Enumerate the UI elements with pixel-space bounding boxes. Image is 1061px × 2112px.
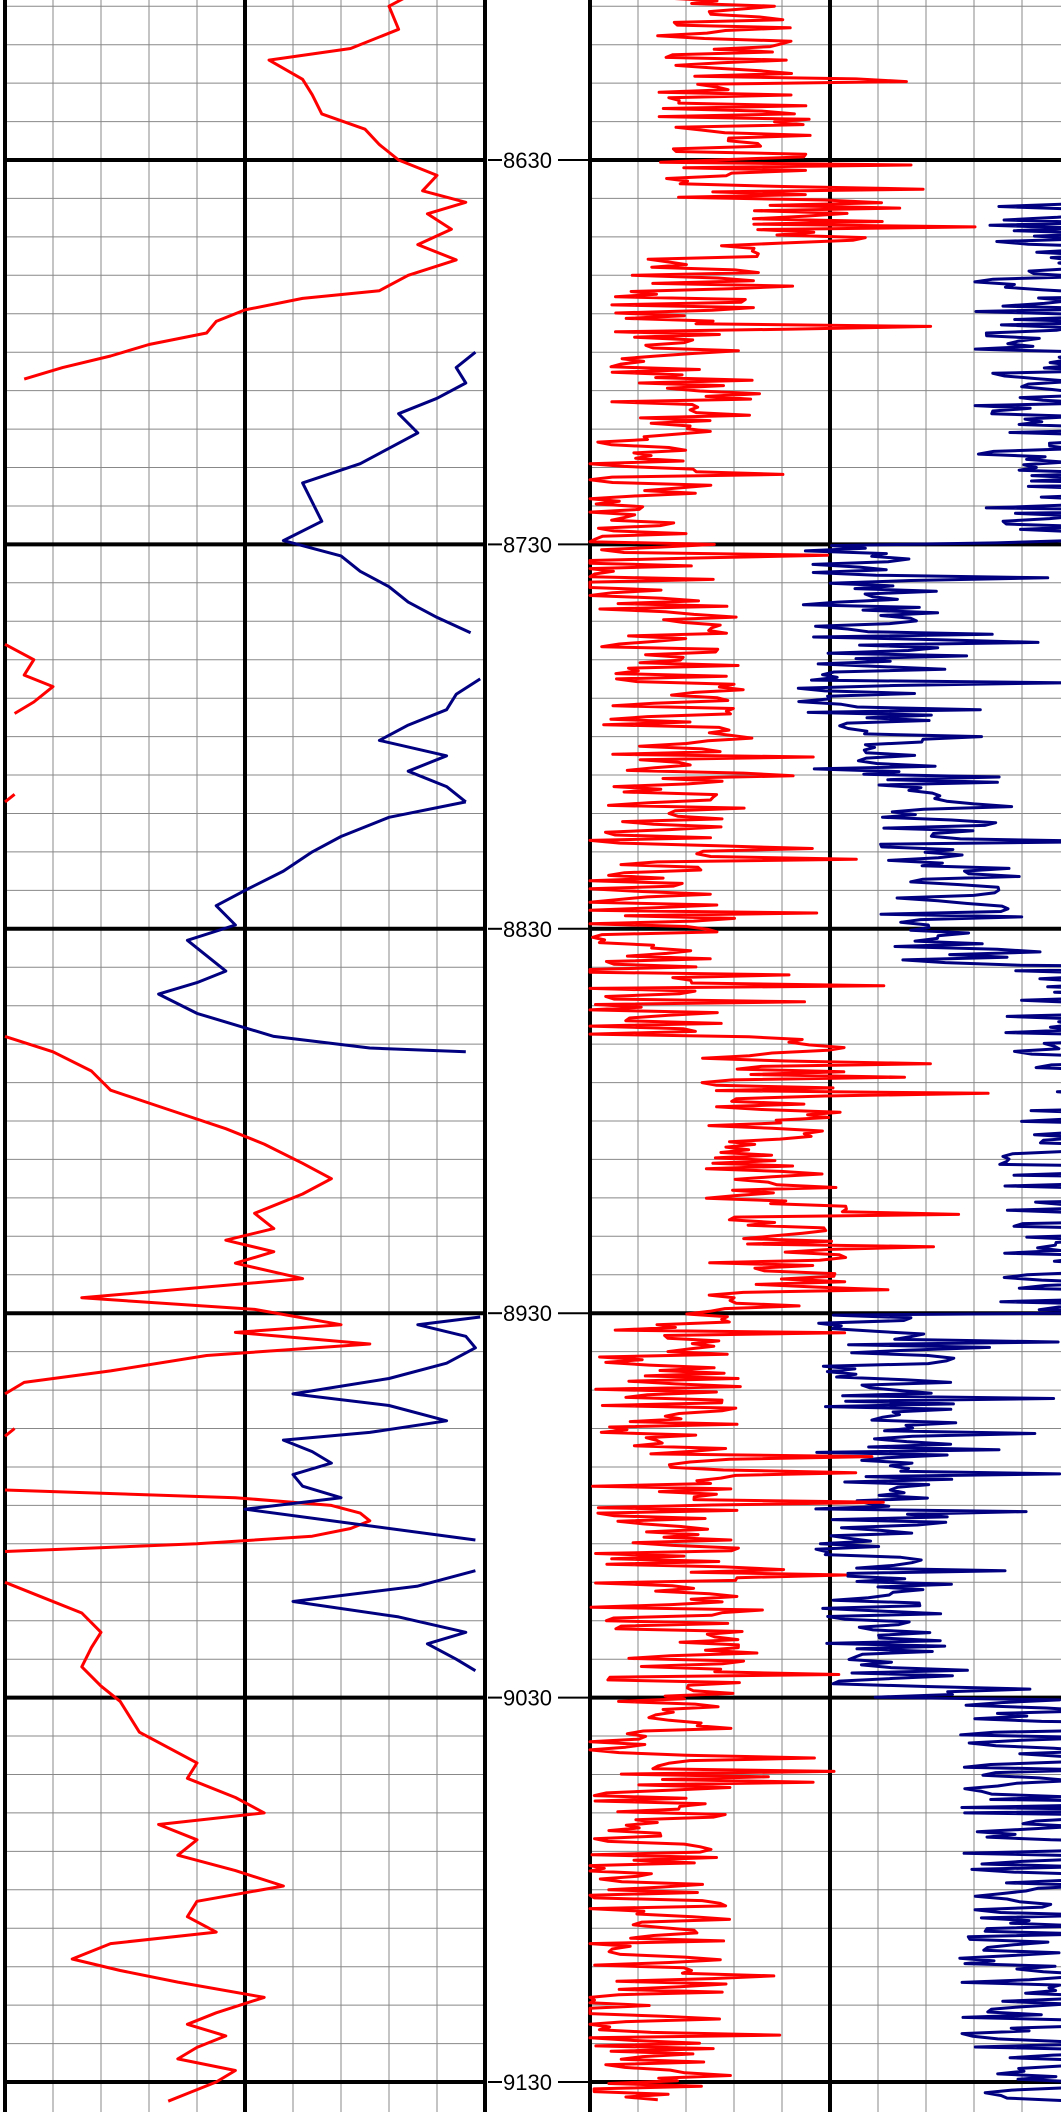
left-blue-curve [157,800,467,1054]
left-blue-curve [377,677,482,804]
left-track-curves [4,0,482,2103]
depth-tick-label: 8730 [503,532,552,557]
right-blue-curve [796,202,1061,2103]
depth-axis: 8630 8730 8830 8930 9030 9130 [488,148,590,2095]
right-track-curves [588,0,1061,2103]
left-red-curve [4,1488,372,1553]
left-red-curve [4,1580,285,2103]
depth-tick-label: 9030 [503,1686,552,1711]
left-blue-curve [291,1569,477,1672]
left-red-curve [4,1427,16,1438]
left-red-curve [4,642,55,715]
left-blue-curve [243,1315,481,1542]
left-red-curve [23,0,468,381]
left-blue-curve [281,351,477,635]
depth-tick-label: 8830 [503,917,552,942]
depth-tick-label: 8930 [503,1301,552,1326]
left-red-curve [4,793,16,804]
depth-tick-label: 8630 [503,148,552,173]
left-red-curve [4,1034,372,1396]
depth-tick-label: 9130 [503,2070,552,2095]
left-track-grid [3,0,487,2112]
right-red-curve [588,0,990,2102]
